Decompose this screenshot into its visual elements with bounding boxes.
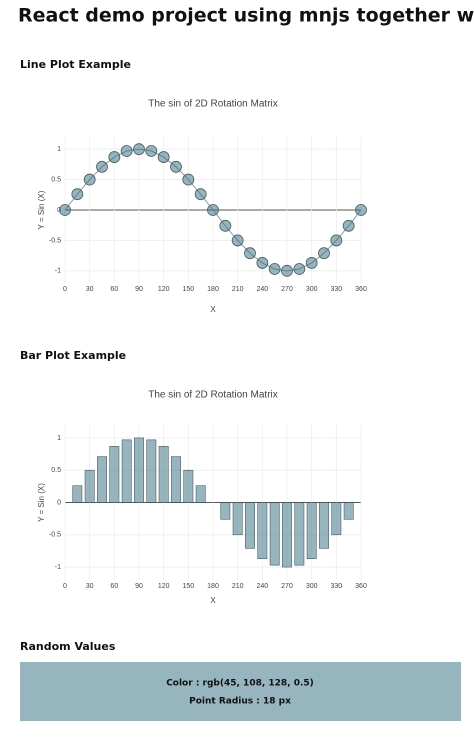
point: [268, 263, 281, 275]
x-tick-label: 90: [135, 583, 143, 590]
page-title: React demo project using mnjs together w…: [18, 5, 474, 27]
x-tick-label: 60: [110, 286, 118, 293]
bar: [306, 502, 317, 559]
y-axis-label: Y = Sin (X): [37, 483, 46, 522]
point: [170, 160, 182, 173]
bar: [331, 502, 342, 536]
point: [96, 160, 108, 173]
point: [194, 188, 207, 201]
x-tick-label: 300: [306, 286, 318, 293]
y-tick-label: 0.5: [51, 176, 61, 183]
chart-title: The sin of 2D Rotation Matrix: [148, 99, 278, 110]
point: [293, 263, 306, 275]
point: [355, 204, 367, 216]
point: [120, 145, 133, 157]
section-heading: Random Values: [20, 640, 116, 653]
point: [182, 173, 195, 186]
point: [83, 173, 96, 186]
y-tick-label: -0.5: [49, 532, 61, 539]
bar: [319, 502, 329, 549]
x-tick-label: 30: [86, 286, 94, 293]
y-tick-label: 1: [57, 435, 61, 442]
x-tick-label: 60: [110, 583, 118, 590]
x-tick-label: 120: [158, 583, 170, 590]
point: [231, 234, 244, 247]
section-heading: Line Plot Example: [20, 58, 131, 71]
bar: [84, 469, 95, 503]
point: [71, 188, 84, 201]
random-values-box: [20, 662, 461, 721]
y-axis-label: Y = Sin (X): [37, 190, 46, 229]
bar: [195, 485, 206, 503]
bar: [343, 502, 354, 520]
x-tick-label: 270: [281, 286, 293, 293]
x-tick-label: 120: [158, 286, 170, 293]
x-tick-label: 150: [182, 286, 194, 293]
radius-text: Point Radius : 18 px: [189, 697, 291, 707]
point: [157, 151, 170, 163]
bar: [171, 456, 181, 503]
point: [108, 151, 121, 163]
x-axis-label: X: [210, 305, 216, 314]
point: [219, 219, 232, 232]
y-tick-label: 1: [57, 146, 61, 153]
bar: [121, 439, 132, 503]
point: [145, 145, 158, 157]
bar: [245, 502, 255, 549]
bar: [97, 456, 107, 503]
color-text: Color : rgb(45, 108, 128, 0.5): [166, 679, 314, 689]
bar: [294, 502, 305, 566]
point: [256, 257, 269, 269]
point: [305, 257, 318, 269]
x-tick-label: 180: [207, 286, 219, 293]
bar: [109, 446, 120, 503]
y-tick-label: -0.5: [49, 237, 61, 244]
x-tick-label: 240: [256, 583, 268, 590]
x-tick-label: 330: [330, 286, 342, 293]
point: [342, 219, 355, 232]
bar: [134, 437, 144, 503]
bar: [183, 469, 194, 503]
x-tick-label: 90: [135, 286, 143, 293]
bar: [72, 485, 83, 503]
section-heading: Bar Plot Example: [20, 349, 126, 362]
x-tick-label: 210: [232, 583, 244, 590]
x-tick-label: 0: [63, 286, 67, 293]
y-tick-label: -1: [55, 564, 61, 571]
y-tick-label: -1: [55, 268, 61, 275]
chart-title: The sin of 2D Rotation Matrix: [148, 390, 278, 401]
point: [133, 143, 145, 156]
x-tick-label: 270: [281, 583, 293, 590]
point: [318, 247, 330, 260]
x-tick-label: 240: [256, 286, 268, 293]
x-tick-label: 360: [355, 583, 367, 590]
x-tick-label: 0: [63, 583, 67, 590]
bar: [282, 502, 292, 568]
point: [330, 234, 343, 247]
bar: [158, 446, 169, 503]
bar: [146, 439, 157, 503]
bar: [269, 502, 280, 566]
y-tick-label: 0: [57, 499, 61, 506]
point: [281, 264, 293, 277]
point: [207, 204, 219, 216]
point: [244, 247, 256, 260]
x-tick-label: 180: [207, 583, 219, 590]
x-tick-label: 210: [232, 286, 244, 293]
x-tick-label: 360: [355, 286, 367, 293]
x-tick-label: 150: [182, 583, 194, 590]
y-tick-label: 0: [57, 207, 61, 214]
bar: [232, 502, 243, 536]
x-tick-label: 300: [306, 583, 318, 590]
y-tick-label: 0.5: [51, 467, 61, 474]
bar: [220, 502, 231, 520]
point: [59, 204, 71, 216]
x-tick-label: 30: [86, 583, 94, 590]
bar: [257, 502, 268, 559]
x-axis-label: X: [210, 596, 216, 605]
x-tick-label: 330: [330, 583, 342, 590]
